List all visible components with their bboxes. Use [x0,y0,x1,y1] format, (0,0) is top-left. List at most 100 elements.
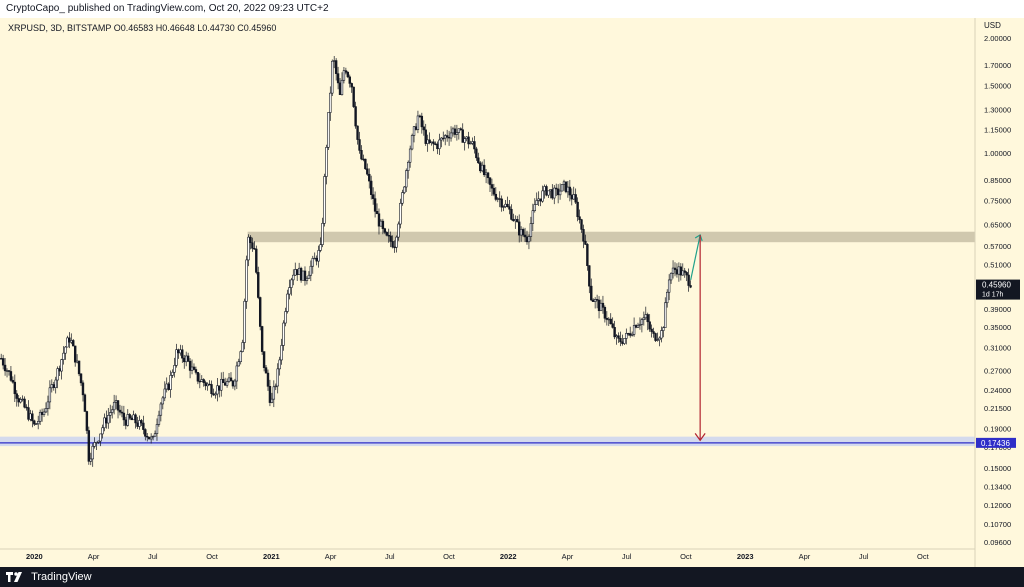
candle [492,183,496,197]
candle [315,255,318,266]
candle [21,395,24,402]
candle [662,326,665,338]
candle [147,436,151,440]
candle [292,269,295,286]
candle [500,195,503,212]
candle [282,320,285,351]
time-tick-label: Apr [562,552,574,561]
candle [673,262,677,277]
price-tick-label: 0.27000 [984,366,1011,375]
candle [638,317,642,330]
candle [416,110,420,134]
candle [192,363,196,371]
candle [220,372,223,397]
candle [245,255,248,309]
candle [399,198,402,229]
candle [430,141,433,146]
candle [373,191,377,218]
candle [605,311,609,326]
candle [165,377,168,393]
candle [463,136,466,151]
candle [625,328,628,345]
candle [687,268,690,292]
candle [342,67,346,84]
candle [83,393,87,412]
publish-header: CryptoCapo_ published on TradingView.com… [0,0,1024,18]
candle [38,409,42,426]
time-axis[interactable]: 2020 Apr Jul Oct 2021 Apr Jul Oct 2022 Apr Jul Oct 2… [26,552,930,561]
candle [184,351,188,367]
candle [243,298,246,350]
price-tick-label: 0.75000 [984,197,1011,206]
candle [17,395,20,407]
candle [23,396,26,409]
price-tick-label: 0.35000 [984,323,1011,332]
candle [683,267,686,278]
time-tick-label: Oct [917,552,930,561]
candle [681,263,684,276]
candle [469,140,472,145]
candle [381,218,385,235]
candlestick-chart[interactable]: 2.00000 1.70000 1.50000 1.30000 1.15000 1.000… [0,18,1024,567]
candle [109,404,112,423]
candle [677,262,681,282]
last-price-badge[interactable]: 0.45960 1d 17h [976,279,1020,300]
candle [278,356,281,376]
candle [13,374,17,402]
support-zone[interactable] [0,436,975,447]
down-target-arrow[interactable] [694,234,706,442]
candle [666,289,669,308]
candle [75,354,79,364]
candle [368,168,371,189]
candle [646,312,649,331]
candle [395,235,398,253]
candle [671,260,675,279]
candle [25,404,28,411]
candle [521,227,525,237]
price-axis[interactable]: 2.00000 1.70000 1.50000 1.30000 1.15000 1.000… [984,34,1011,547]
candle [426,134,429,152]
candle [107,407,110,429]
candle [564,181,568,194]
candle [537,191,540,207]
candle [216,377,219,402]
candle [120,405,124,418]
candle [329,86,332,121]
candle [331,59,334,97]
candle [130,415,133,421]
time-tick-label: 2021 [263,552,280,561]
candle [356,125,359,145]
price-tick-label: 0.31000 [984,343,1011,352]
candle [471,137,474,146]
price-tick-label: 0.19000 [984,425,1011,434]
candle [81,380,85,402]
candle [627,332,630,336]
candle [547,190,550,198]
chart-area[interactable]: 2.00000 1.70000 1.50000 1.30000 1.15000 1.000… [0,18,1024,567]
candle [64,346,67,360]
candle [257,266,260,300]
candle [506,196,509,208]
time-tick-label: Oct [443,552,456,561]
candle [541,185,544,203]
candle [364,158,367,170]
candle [181,345,184,363]
price-tick-label: 0.51000 [984,261,1011,270]
candle [323,173,326,227]
support-price-badge[interactable]: 0.17436 [976,437,1016,448]
candle [29,409,32,422]
candle [644,306,647,320]
candle [582,224,585,249]
resistance-zone[interactable] [247,231,976,243]
candle [68,332,71,349]
candle [79,373,83,386]
candle [650,324,653,338]
candle [223,377,227,386]
candle [603,305,607,323]
candle [284,307,287,327]
candle [325,144,328,185]
candle [529,216,533,242]
candle [290,277,293,296]
candle [410,133,414,151]
candle [453,124,457,138]
